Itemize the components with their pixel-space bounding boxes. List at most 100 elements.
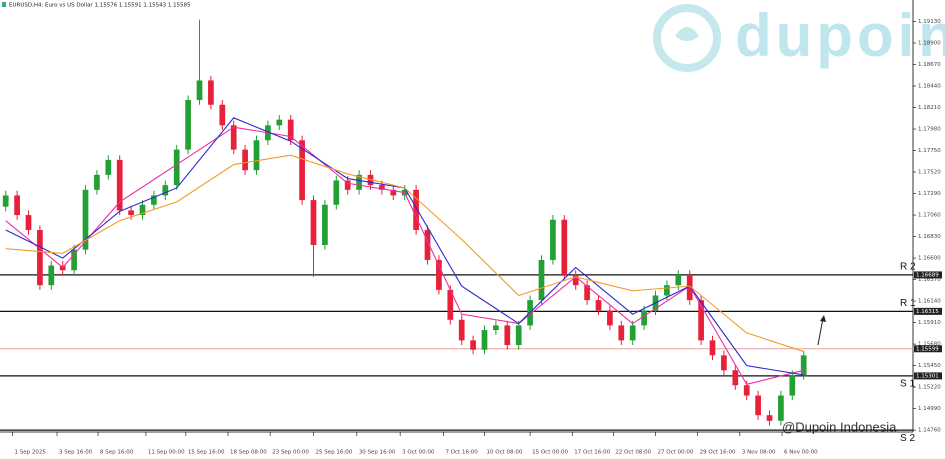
candle-body [572,274,579,286]
x-tick-label: 29 Oct 16:00 [700,450,736,456]
x-tick-label: 25 Sep 16:00 [316,450,353,456]
y-tick-label: 1.16140 [918,299,941,305]
candle-body [686,274,693,301]
y-tick-label: 1.17750 [918,148,941,154]
candle-body [413,189,419,231]
candle-body [287,119,294,141]
level-tag: 1.15301 [916,373,939,379]
candle-body [778,395,784,421]
y-tick-label: 1.15680 [918,342,941,348]
candle-body [37,230,43,286]
candle-body [664,285,670,296]
candle-body [755,395,761,416]
arrow [817,317,824,346]
x-tick-label: 7 Oct 16:00 [445,450,478,456]
candle-body [458,319,465,341]
candle-body [185,100,191,150]
x-tick-label: 15 Sep 16:00 [188,450,225,456]
x-tick-label: 17 Oct 16:00 [574,450,610,456]
y-tick-label: 1.18440 [918,84,941,90]
candle-body [322,204,328,245]
y-tick-label: 1.16600 [918,256,941,262]
candle-body [344,180,351,190]
candle-body [629,325,636,341]
candle-body [2,195,9,207]
level-tag: 1.16689 [916,272,939,278]
x-tick-label: 8 Sep 16:00 [100,450,134,456]
candle-body [493,325,499,331]
y-tick-label: 1.15220 [918,385,941,391]
candle-body [173,149,180,186]
candle-body [550,219,556,260]
candle-body [618,325,625,341]
x-tick-label: 23 Sep 00:00 [272,450,309,456]
candle-body [561,219,568,275]
level-tag: 1.16315 [916,309,939,315]
x-tick-label: 1 Sep 2025 [15,450,47,456]
candle-body [595,300,602,311]
level-label: S 1 [900,379,915,390]
y-tick-label: 1.18210 [918,105,941,111]
candle-body [208,80,214,105]
candle-body [709,340,716,356]
y-tick-label: 1.16830 [918,234,941,240]
price-tag-bg [914,345,942,353]
candle-body [607,310,613,326]
y-tick-label: 1.16370 [918,277,941,283]
level-label: R 2 [900,262,916,273]
candle-body [253,140,260,171]
candle-body [470,340,476,350]
candle-body [538,259,545,301]
candle-body [481,330,488,350]
x-tick-label: 6 Nov 00:00 [784,450,818,456]
candle-body [139,204,146,216]
x-tick-label: 18 Sep 08:00 [230,450,267,456]
candle-body [675,274,682,286]
candle-body [71,249,77,271]
y-tick-label: 1.17520 [918,170,941,176]
candle-body [641,310,647,326]
candle-body [721,355,727,371]
candle-body [196,80,203,101]
y-tick-label: 1.19130 [918,19,941,25]
candle-body [584,285,590,301]
candle-body [299,140,305,201]
candle-body [515,325,522,346]
candle-body [105,159,112,175]
x-tick-label: 22 Oct 08:00 [615,450,651,456]
candle-body [94,174,100,190]
x-tick-label: 11 Sep 00:00 [148,450,185,456]
x-tick-label: 30 Sep 16:00 [359,450,396,456]
candle-body [242,149,248,171]
y-tick-label: 1.15450 [918,363,941,369]
x-tick-label: 3 Sep 16:00 [59,450,93,456]
y-tick-label: 1.18900 [918,41,941,47]
x-tick-label: 27 Oct 00:00 [658,450,694,456]
candle-body [732,370,739,386]
level-tag-bg [914,307,942,315]
candle-body [356,174,362,190]
candle-body [276,119,283,126]
candle-body [162,185,169,196]
level-label: R 1 [900,298,916,309]
moving-average [5,154,804,353]
arrow-head [820,315,826,322]
chart-header: EURUSD,H4: Euro vs US Dollar 1.15576 1.1… [9,3,191,9]
watermark-logo [653,4,721,72]
candle-body [789,374,796,396]
candle-body [379,185,385,190]
x-tick-label: 3 Nov 08:00 [742,450,776,456]
candle-body [766,415,773,421]
candle-body [116,159,123,211]
x-tick-label: 3 Oct 00:00 [402,450,435,456]
y-tick-label: 1.17980 [918,127,941,133]
candle-body [25,215,32,231]
price-tag: 1.15599 [916,346,939,352]
y-tick-label: 1.17290 [918,191,941,197]
candle-body [128,210,134,216]
candle-body [436,259,442,290]
candle-body [743,385,750,396]
candle-body [504,325,511,346]
y-tick-label: 1.17060 [918,213,941,219]
